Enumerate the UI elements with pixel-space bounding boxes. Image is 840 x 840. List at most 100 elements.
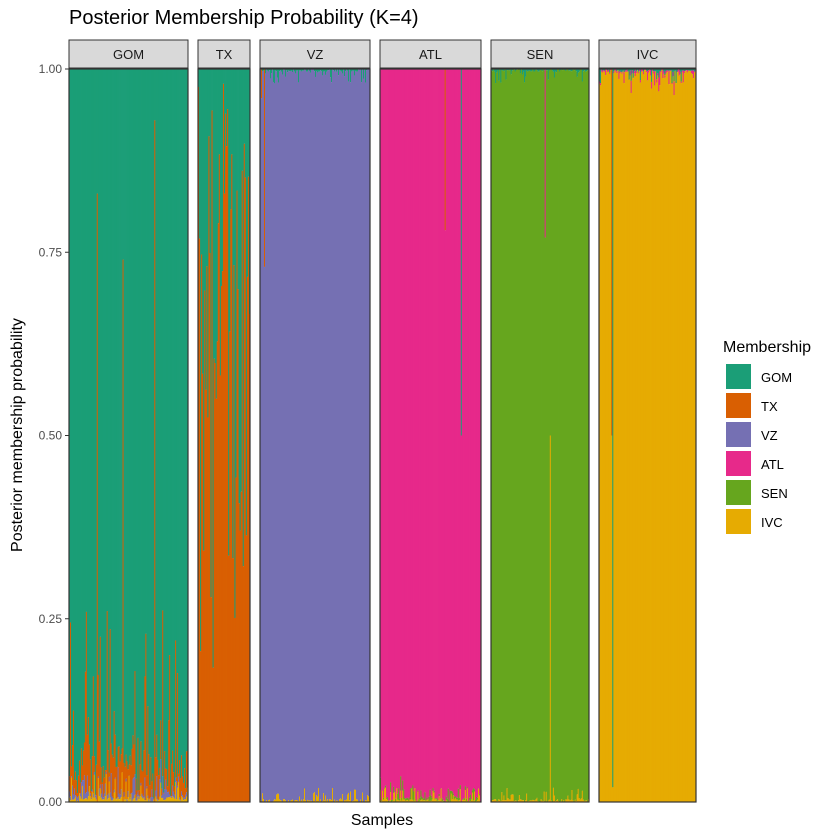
- bar-segment-gom: [656, 69, 658, 80]
- bar-segment-ivc: [493, 799, 495, 802]
- bar-segment-tx: [113, 711, 116, 790]
- bar-segment-sen: [455, 797, 458, 800]
- bar-segment-sen: [404, 798, 406, 800]
- bar-segment-vz: [160, 759, 162, 783]
- bar-segment-tx: [176, 777, 178, 782]
- bar-segment-ivc: [639, 82, 642, 803]
- bar-segment-ivc: [495, 799, 497, 802]
- bar-segment-ivc: [173, 797, 175, 802]
- bar-segment-ivc: [411, 788, 413, 802]
- bar-segment-vz: [340, 70, 342, 799]
- sample-bar: [124, 69, 126, 802]
- bar-segment-vz: [177, 785, 179, 788]
- bar-segment-ivc: [540, 799, 542, 802]
- bar-segment-vz: [351, 71, 353, 802]
- bar-segment-vz: [101, 784, 104, 800]
- bar-segment-ivc: [609, 73, 611, 802]
- bar-segment-ivc: [567, 795, 569, 802]
- bar-segment-sen: [390, 782, 392, 793]
- bar-segment-gom: [320, 69, 322, 71]
- bar-segment-vz: [90, 797, 93, 800]
- bar-segment-gom: [492, 69, 494, 72]
- bar-segment-vz: [274, 83, 276, 800]
- bar-segment-tx: [69, 622, 72, 797]
- sample-bar: [530, 69, 532, 802]
- facet-strip-label: IVC: [637, 47, 659, 62]
- bar-segment-sen: [542, 69, 545, 802]
- bar-segment-ivc: [471, 792, 474, 802]
- sample-bar: [166, 69, 168, 802]
- legend-swatch-vz: [726, 422, 751, 447]
- bar-segment-sen: [435, 798, 437, 800]
- bar-segment-ivc: [137, 796, 139, 802]
- sample-bar: [578, 69, 581, 802]
- bar-segment-gom: [277, 69, 279, 78]
- bar-segment-ivc: [432, 790, 434, 802]
- sample-bar: [218, 69, 221, 803]
- sample-bar: [687, 69, 690, 803]
- sample-bar: [269, 69, 271, 802]
- bar-segment-vz: [292, 72, 294, 800]
- bar-segment-sen: [493, 69, 495, 800]
- bar-segment-gom: [281, 69, 283, 72]
- sample-bar: [676, 69, 679, 802]
- bar-segment-sen: [420, 790, 422, 801]
- bar-segment-vz: [278, 82, 280, 794]
- bar-segment-atl: [602, 70, 604, 73]
- bar-segment-ivc: [295, 800, 297, 802]
- bar-segment-ivc: [313, 793, 315, 802]
- bar-segment-atl: [670, 70, 672, 72]
- bar-segment-gom: [102, 69, 105, 767]
- bar-segment-gom: [663, 69, 665, 72]
- bar-segment-ivc: [570, 799, 572, 802]
- bar-segment-vz: [309, 70, 311, 801]
- bar-segment-sen: [497, 70, 499, 802]
- bar-segment-ivc: [679, 73, 682, 802]
- bar-segment-tx: [203, 550, 205, 802]
- sample-bar: [577, 69, 580, 802]
- bar-segment-atl: [664, 75, 666, 78]
- bar-segment-tx: [264, 69, 266, 267]
- sample-bar: [503, 69, 505, 802]
- sample-bar: [627, 69, 630, 803]
- bar-segment-ivc: [531, 800, 533, 802]
- bar-segment-atl: [685, 70, 688, 71]
- bar-segment-sen: [573, 70, 575, 802]
- bar-segment-gom: [570, 69, 572, 72]
- bar-segment-vz: [331, 82, 333, 801]
- bar-segment-gom: [673, 69, 675, 82]
- bar-segment-ivc: [576, 794, 579, 802]
- bar-segment-tx: [148, 754, 150, 800]
- sample-bar: [171, 69, 173, 802]
- bar-segment-sen: [428, 796, 430, 802]
- bar-segment-tx: [83, 742, 86, 776]
- sample-bar: [584, 69, 587, 802]
- sample-bar: [659, 69, 661, 802]
- bar-segment-atl: [420, 69, 422, 791]
- bar-segment-tx: [153, 798, 155, 800]
- sample-bar: [198, 69, 200, 803]
- bar-segment-vz: [287, 72, 289, 802]
- sample-bar: [600, 69, 602, 802]
- sample-bar: [142, 69, 144, 802]
- y-tick-label: 0.75: [39, 245, 63, 259]
- bar-segment-ivc: [511, 794, 514, 802]
- bar-segment-ivc: [329, 799, 331, 802]
- bar-segment-atl: [621, 72, 623, 74]
- bar-segment-sen: [548, 70, 551, 800]
- facet-ivc: IVC: [598, 39, 697, 803]
- bar-segment-ivc: [655, 71, 657, 802]
- sample-bar: [76, 69, 79, 802]
- bar-segment-vz: [275, 70, 277, 800]
- bar-segment-gom: [620, 69, 622, 72]
- bar-segment-gom: [309, 69, 311, 71]
- sample-bar: [143, 69, 145, 802]
- bar-segment-ivc: [136, 800, 138, 802]
- bar-segment-ivc: [317, 796, 319, 802]
- bar-segment-ivc: [414, 788, 416, 802]
- bar-segment-gom: [155, 69, 157, 758]
- bar-segment-vz: [307, 71, 309, 800]
- bar-segment-vz: [326, 71, 328, 801]
- sample-bar: [472, 69, 475, 802]
- sample-bar: [668, 69, 670, 802]
